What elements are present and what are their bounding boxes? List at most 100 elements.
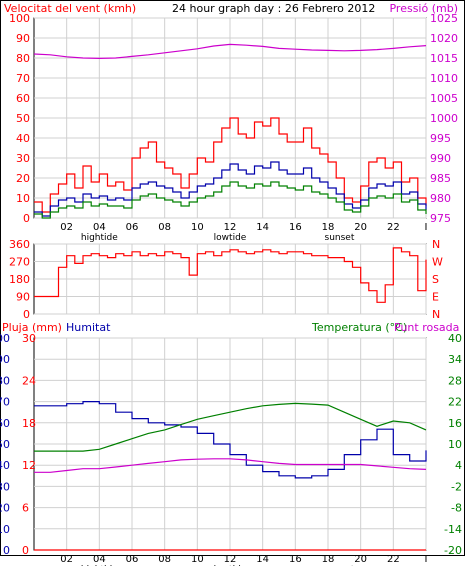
compass-tick-label: W [432, 256, 443, 269]
wind-tick-label: 100 [9, 12, 30, 25]
temperature-series [34, 402, 427, 452]
temperature-tick-label: -2 [451, 480, 462, 493]
x-tick-label: 18 [322, 222, 335, 233]
temperature-axis-title: Temperatura (°C) [311, 321, 407, 334]
pressure-tick-label: 980 [430, 192, 451, 205]
humidity-pct-tick-label: 60 [0, 417, 10, 430]
x-tick-label: 16 [289, 554, 302, 565]
humidity-pct-tick-label: 20 [0, 502, 10, 515]
humidity-series [34, 401, 427, 479]
temperature-tick-label: 28 [448, 374, 462, 387]
wind-axis-title: Velocitat del vent (kmh) [4, 2, 136, 15]
pressure-tick-label: 975 [430, 212, 451, 225]
wind-speed-series [34, 181, 427, 219]
pressure-tick-label: 1000 [430, 112, 458, 125]
direction-tick-label: 90 [16, 291, 30, 304]
x-annotation-hightide: hightide [81, 233, 118, 243]
pressure-axis-title: Pressió (mb) [389, 2, 458, 15]
x-tick-label: 12 [224, 554, 237, 565]
humidity-pct-tick-label: 40 [0, 459, 10, 472]
x-annotation-lowtide: lowtide [214, 233, 247, 243]
x-tick-label: I [425, 554, 428, 565]
dewpoint-series [34, 458, 427, 473]
wind-tick-label: 20 [16, 172, 30, 185]
humidity-pct-tick-label: 70 [0, 396, 10, 409]
humidity-pct-tick-label: 90 [0, 353, 10, 366]
temperature-tick-label: 16 [448, 417, 462, 430]
x-tick-label: 20 [354, 554, 367, 565]
x-tick-label: 08 [158, 554, 171, 565]
x-tick-label: 08 [158, 222, 171, 233]
wind-average-series [34, 161, 427, 217]
wind-tick-label: 10 [16, 192, 30, 205]
rain-tick-label: 18 [22, 417, 36, 430]
x-tick-label: 14 [256, 222, 269, 233]
wind-tick-label: 80 [16, 52, 30, 65]
wind-tick-label: 40 [16, 132, 30, 145]
x-annotation-sunset: sunset [325, 233, 355, 243]
pressure-tick-label: 995 [430, 132, 451, 145]
x-tick-label: 18 [322, 554, 335, 565]
rain-tick-label: 24 [22, 374, 36, 387]
pressure-series [33, 43, 427, 60]
humidity-pct-tick-label: 30 [0, 480, 10, 493]
x-tick-label: 04 [93, 554, 106, 565]
temperature-tick-label: 40 [448, 332, 462, 345]
pressure-tick-label: 990 [430, 152, 451, 165]
wind-tick-label: 50 [16, 112, 30, 125]
pressure-tick-label: 1005 [430, 92, 458, 105]
humidity-pct-tick-label: 80 [0, 374, 10, 387]
dewpoint-axis-title: Punt rosada [394, 321, 459, 334]
x-tick-label: 02 [60, 222, 73, 233]
wind-tick-label: 60 [16, 92, 30, 105]
temperature-tick-label: 10 [448, 438, 462, 451]
wind-gust-series [34, 117, 427, 213]
temperature-tick-label: 22 [448, 396, 462, 409]
humidity-pct-tick-label: 0 [3, 544, 10, 557]
x-tick-label: 10 [191, 222, 204, 233]
x-tick-label: 14 [256, 554, 269, 565]
temperature-tick-label: -8 [451, 502, 462, 515]
rain-axis-title: Pluja (mm) [2, 321, 62, 334]
wind-tick-label: 30 [16, 152, 30, 165]
x-tick-label: 22 [387, 222, 400, 233]
direction-tick-label: 360 [9, 238, 30, 251]
rain-tick-label: 30 [22, 332, 36, 345]
compass-tick-label: S [432, 273, 439, 286]
rain-tick-label: 6 [22, 502, 29, 515]
wind-tick-label: 70 [16, 72, 30, 85]
temperature-tick-label: 34 [448, 353, 462, 366]
humidity-pct-tick-label: 10 [0, 523, 10, 536]
pressure-tick-label: 1015 [430, 52, 458, 65]
x-tick-label: 10 [191, 554, 204, 565]
x-tick-label: 06 [126, 554, 139, 565]
chart-title: 24 hour graph day : 26 Febrero 2012 [172, 2, 375, 15]
direction-tick-label: 0 [23, 308, 30, 321]
pressure-tick-label: 1025 [430, 12, 458, 25]
compass-tick-label: E [432, 291, 439, 304]
x-tick-label: 22 [387, 554, 400, 565]
rain-tick-label: 0 [22, 544, 29, 557]
x-tick-label: 16 [289, 222, 302, 233]
rain-tick-label: 12 [22, 459, 36, 472]
wind-tick-label: 0 [23, 212, 30, 225]
humidity-pct-tick-label: 50 [0, 438, 10, 451]
compass-tick-label: N [432, 308, 440, 321]
x-tick-label: 12 [224, 222, 237, 233]
humidity-pct-tick-label: 100 [0, 332, 10, 345]
direction-tick-label: 270 [9, 256, 30, 269]
wind-direction-series [34, 247, 427, 303]
compass-tick-label: N [432, 238, 440, 251]
x-tick-label: 06 [126, 222, 139, 233]
x-tick-label: 20 [354, 222, 367, 233]
pressure-tick-label: 985 [430, 172, 451, 185]
x-tick-label: 02 [60, 554, 73, 565]
pressure-tick-label: 1020 [430, 32, 458, 45]
x-tick-label: I [425, 222, 428, 233]
temperature-tick-label: -20 [444, 544, 462, 557]
temperature-tick-label: -14 [444, 523, 462, 536]
humidity-axis-title: Humitat [66, 321, 111, 334]
